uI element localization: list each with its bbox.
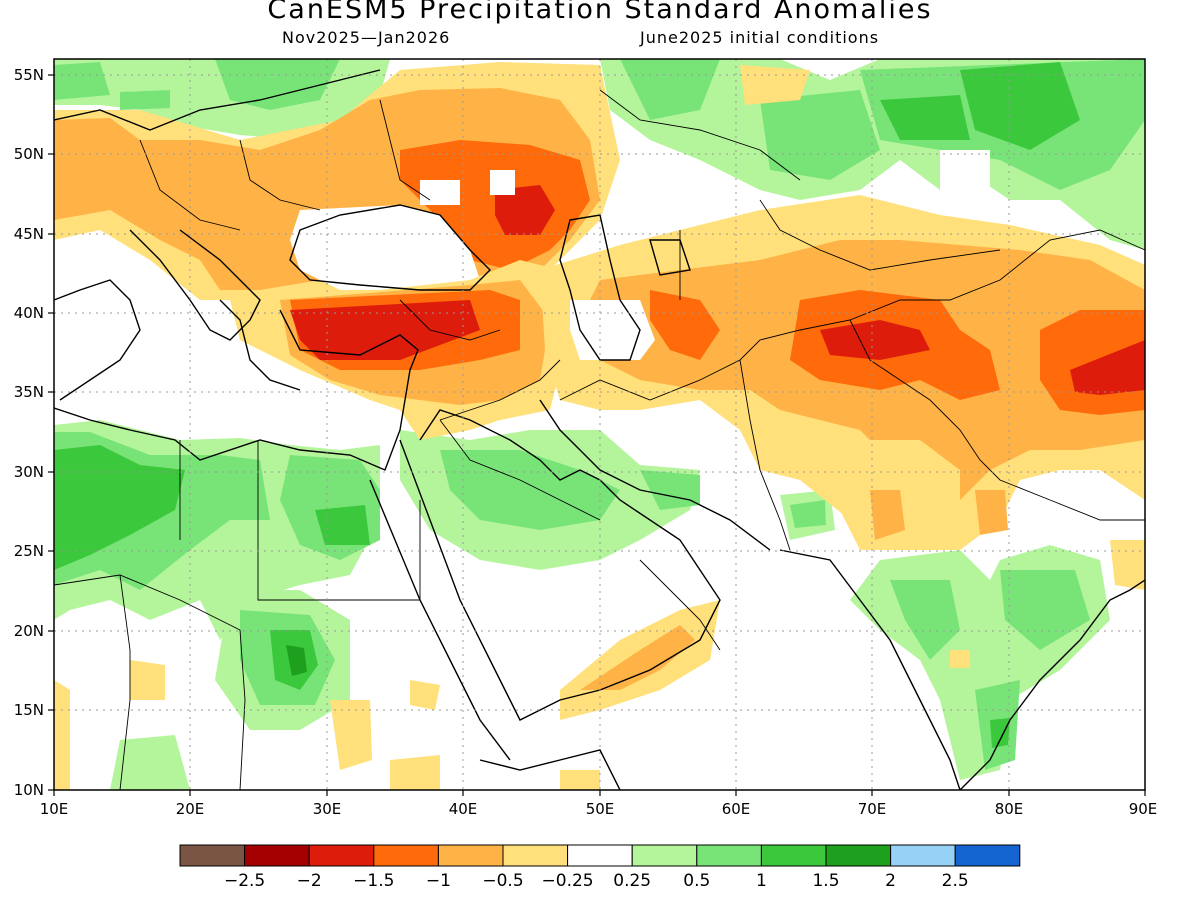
lon-label: 90E (1129, 800, 1158, 818)
colorbar-swatch (373, 844, 439, 867)
colorbar-label: −1 (426, 871, 451, 891)
country-borders (54, 89, 1145, 790)
gridlines (54, 59, 1145, 790)
lat-label: 50N (14, 145, 44, 163)
colorbar-swatch (890, 844, 956, 867)
colorbar-swatch (631, 844, 698, 867)
colorbar-label: −1.5 (353, 871, 394, 891)
black-sea (289, 204, 491, 291)
colorbar-swatch (244, 844, 310, 867)
colorbar-label: −2 (297, 871, 322, 891)
coastlines (54, 69, 1145, 790)
red-sea-east (399, 409, 721, 721)
colorbar-swatch (696, 844, 762, 867)
lat-label: 45N (14, 225, 44, 243)
baltic-coast (54, 69, 381, 131)
colorbar-swatch (825, 844, 892, 867)
colorbar-swatch (760, 844, 827, 867)
colorbar-label: −2.5 (224, 871, 265, 891)
lat-label: 15N (14, 701, 44, 719)
persian-gulf (539, 399, 771, 551)
lon-label: 30E (313, 800, 342, 818)
lon-label: 70E (858, 800, 887, 818)
anomaly-shading (54, 59, 1145, 790)
longitude-labels: 10E 20E 30E 40E 50E 60E 70E 80E 90E (40, 800, 1158, 818)
north-africa-coast (54, 399, 406, 471)
colorbar: −2.5 −2 −1.5 −1 −0.5 −0.25 0.25 0.5 1 1.… (179, 844, 1021, 891)
italy-balkans (129, 229, 261, 341)
caspian-sea (559, 214, 641, 361)
lon-label: 20E (176, 800, 205, 818)
forecast-period: Nov2025—Jan2026 (282, 28, 451, 47)
lat-label: 40N (14, 304, 44, 322)
colorbar-swatch (954, 844, 1021, 867)
india-coast (779, 549, 961, 790)
colorbar-swatch (179, 844, 246, 867)
latitude-labels: 10N 15N 20N 25N 30N 35N 40N 45N 50N 55N (14, 66, 44, 799)
aral-sea (649, 239, 691, 276)
lat-label: 35N (14, 383, 44, 401)
levant-coast (279, 309, 419, 401)
colorbar-label: −0.25 (542, 871, 594, 891)
colorbar-label: 1 (756, 871, 767, 891)
colorbar-swatch (502, 844, 569, 867)
lon-label: 10E (40, 800, 69, 818)
initial-conditions: June2025 initial conditions (640, 28, 880, 47)
lon-label: 50E (586, 800, 615, 818)
map-title: CanESM5 Precipitation Standard Anomalies (267, 0, 933, 25)
colorbar-label: 0.5 (683, 871, 710, 891)
red-sea-west (369, 479, 511, 761)
lon-label: 80E (995, 800, 1024, 818)
lat-label: 20N (14, 622, 44, 640)
colorbar-label: −0.5 (482, 871, 523, 891)
horn-of-africa (479, 749, 621, 790)
colorbar-swatch (567, 844, 633, 867)
colorbar-label: 0.25 (613, 871, 651, 891)
lat-label: 10N (14, 781, 44, 799)
colorbar-swatch (308, 844, 375, 867)
lon-label: 60E (722, 800, 751, 818)
tick-marks (48, 74, 1146, 796)
lat-label: 25N (14, 542, 44, 560)
lon-label: 40E (449, 800, 478, 818)
colorbar-label: 2.5 (942, 871, 969, 891)
colorbar-label: 1.5 (812, 871, 839, 891)
lat-label: 30N (14, 463, 44, 481)
colorbar-label: 2 (885, 871, 896, 891)
lat-label: 55N (14, 66, 44, 84)
colorbar-swatch (437, 844, 504, 867)
